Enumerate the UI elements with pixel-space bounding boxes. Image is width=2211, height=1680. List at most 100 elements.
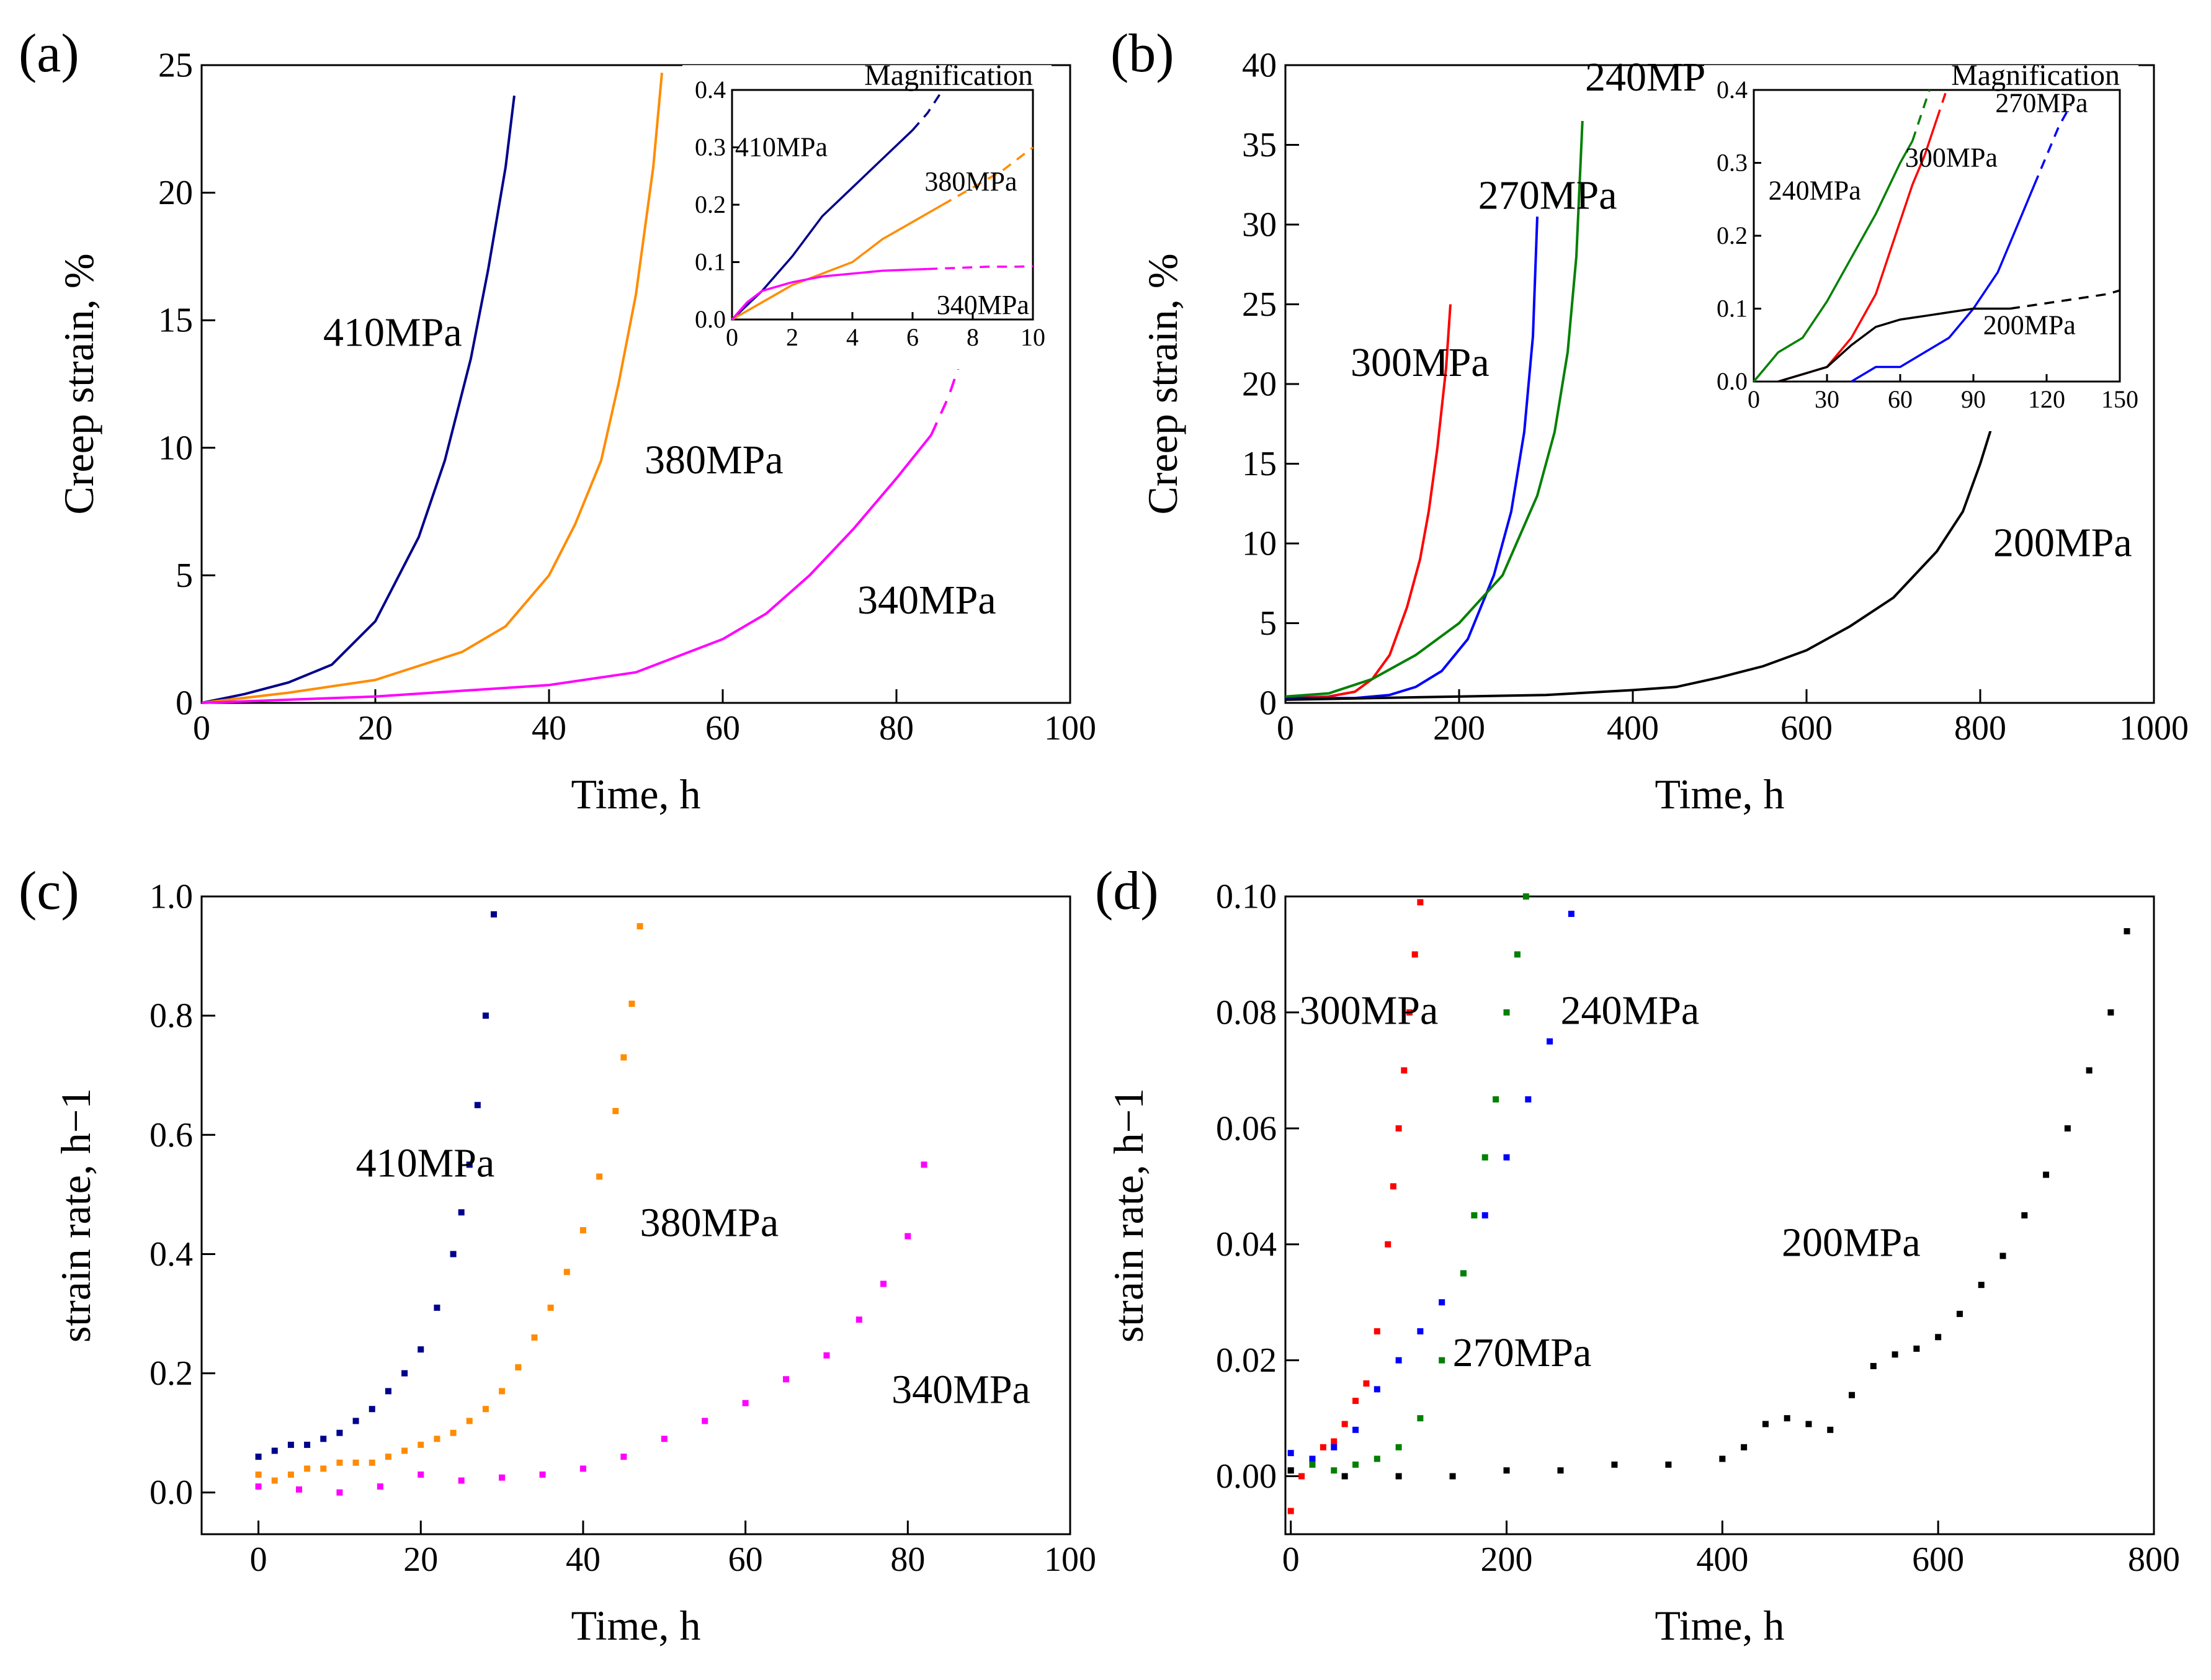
series-270MPa-line [1285,217,1539,700]
x-tick-label: 600 [1912,1540,1964,1579]
series-200MPa-point [1449,1473,1456,1480]
inset-series-340MPa-line [731,267,928,321]
x-tick-label: 40 [566,1540,601,1579]
inset-series-240MPa-dashed [1911,89,1931,141]
inset-y-tick-label: 0.1 [1717,295,1748,323]
series-300MPa-point [1390,1183,1396,1190]
panel-c-plot: 0 20 40 60 80 100 0.0 0.2 0.4 0.6 0.8 1.0 Time, h str… [52,877,1096,1649]
series-200MPa-point [2124,928,2130,935]
series-380MPa-point [304,1465,311,1472]
series-300MPa-point [1352,1398,1359,1405]
series-300MPa-point [1417,899,1424,906]
x-axis-label: Time, h [1655,1602,1784,1649]
series-200MPa-point [1341,1473,1348,1480]
series-200MPa-point [1557,1467,1564,1474]
series-300MPa-point [1395,1125,1402,1132]
inset-series-380MPa-dashed [942,146,1034,206]
inset-x-tick-label: 120 [2028,385,2065,413]
y-axis-label: strain rate, h−1 [52,1088,99,1343]
series-410MPa-point [271,1447,278,1454]
series-240MPa-point [1439,1357,1445,1364]
inset-x-tick-label: 0 [726,323,738,351]
y-tick-label: 10 [158,429,193,467]
series-200MPa-point [1892,1351,1898,1358]
panel-c-tag: (c) [19,861,79,921]
series-410MPa-point [450,1251,457,1258]
series-380MPa-point [320,1465,327,1472]
series-label: 380MPa [645,437,784,483]
series-240MPa-point [1395,1444,1402,1450]
series-300MPa-point [1406,1009,1413,1016]
y-tick-label: 0.6 [150,1116,193,1155]
series-240MPa-point [1481,1154,1488,1161]
series-340MPa-point [296,1486,303,1493]
inset-y-tick-label: 0.0 [695,305,726,333]
panel-c: (c) 0 20 40 60 80 100 0.0 0.2 0.4 0.6 0.8 1.0 Time, … [19,861,1096,1649]
series-300MPa-point [1287,1508,1294,1514]
x-tick-label: 20 [358,709,393,748]
inset-y-tick-label: 0.3 [695,133,726,161]
x-tick-label: 60 [728,1540,763,1579]
series-340MPa-point [855,1316,862,1323]
series-340MPa-point [880,1280,887,1287]
panel-b-tag: (b) [1110,24,1174,84]
panel-b: (b) 0 200 400 600 800 10000510152025303540Tim… [1110,24,2189,818]
series-label: 200MPa [1993,521,2132,566]
x-tick-label: 600 [1780,709,1833,748]
y-tick-label: 40 [1242,46,1277,84]
inset-series-label: 410MPa [735,132,828,162]
series-380MPa-point [352,1459,359,1466]
series-410MPa-point [385,1388,391,1395]
x-tick-label: 40 [532,709,566,748]
x-tick-label: 100 [1044,1540,1096,1579]
panel-d-plot: 0 200 400 600 800 0.00 0.02 0.04 0.06 0.08 0.10 Tim… [1105,877,2180,1649]
y-tick-label: 1.0 [150,877,193,916]
series-340MPa-point [742,1400,749,1406]
inset-series-270MPa-line [1851,184,2035,383]
series-340MPa-point [702,1418,708,1424]
series-380MPa-point [612,1107,619,1114]
series-200MPa-point [1956,1310,1963,1317]
y-tick-label: 0 [176,684,193,722]
inset: 0 2 4 6 8 10 0.0 0.1 0.2 0.3 0.4 Magnification 410MP… [682,59,1052,369]
inset-x-tick-label: 8 [967,323,979,351]
series-240MPa-point [1471,1212,1478,1218]
series-240MPa-point [1352,1461,1359,1468]
series-240MPa-point [1331,1467,1338,1474]
series-200MPa-point [1805,1421,1812,1428]
inset-x-tick-label: 10 [1021,323,1045,351]
y-axis-label: Creep strain, % [55,253,102,514]
inset-series-label: 200MPa [1983,310,2076,341]
series-380MPa-point [620,1054,627,1061]
y-tick-label: 0 [1259,684,1277,722]
series-label: 240MPa [1560,988,1699,1034]
series-label: 270MPa [1453,1330,1592,1375]
series-300MPa-point [1363,1380,1370,1387]
inset-y-tick-label: 0.3 [1717,149,1748,177]
series-380MPa-line [201,73,663,704]
y-tick-label: 0.08 [1216,993,1277,1032]
series-300MPa-point [1341,1421,1348,1428]
y-tick-label: 0.0 [150,1473,193,1512]
inset-background [1704,65,2138,431]
y-tick-label: 5 [176,556,193,595]
series-270MPa-point [1417,1328,1424,1334]
series-410MPa-point [401,1370,408,1377]
inset-background [682,65,1052,369]
series-340MPa-line [201,434,932,704]
series-200MPa-point [1395,1473,1402,1480]
series-380MPa-point [515,1364,522,1370]
inset-series-200MPa-line [1777,307,2010,383]
y-tick-label: 10 [1242,524,1277,563]
inset-x-tick-label: 30 [1815,385,1839,413]
y-tick-label: 0.10 [1216,877,1277,916]
series-340MPa-point [921,1161,927,1168]
y-tick-label: 25 [1242,285,1277,324]
series-200MPa-point [1849,1392,1856,1398]
panel-d-tag: (d) [1095,861,1159,921]
series-240MPa-point [1493,1096,1499,1103]
series-200MPa-point [1503,1467,1510,1474]
series-410MPa-point [320,1436,327,1442]
series-200MPa-point [2086,1067,2093,1074]
